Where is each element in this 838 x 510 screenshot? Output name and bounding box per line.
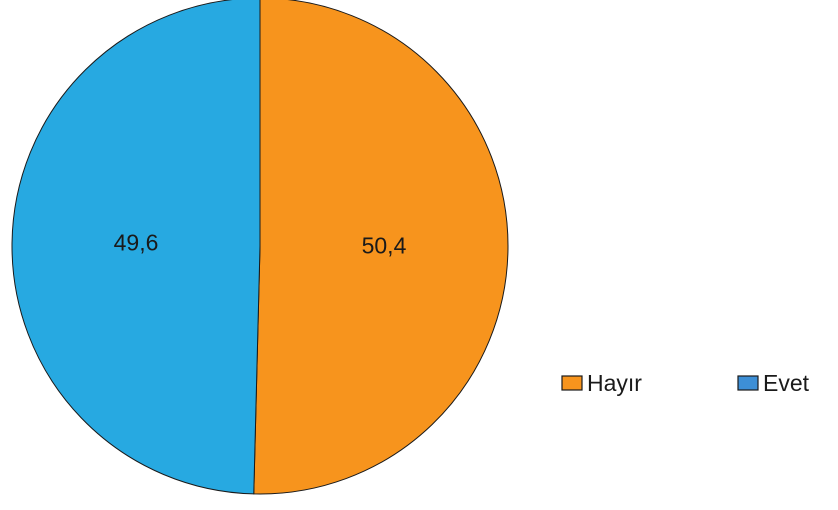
- pie-data-labels: 50,4 49,6: [114, 230, 407, 259]
- pie-slice-evet: [11, 0, 261, 495]
- data-label-evet: 49,6: [114, 230, 159, 256]
- legend-swatch-hayir: [561, 375, 583, 391]
- legend-item-hayir: Hayır: [561, 370, 642, 396]
- legend-item-evet: Evet: [737, 370, 810, 396]
- legend-label-hayir: Hayır: [587, 370, 642, 396]
- pie-slices: [11, 0, 509, 495]
- legend-label-evet: Evet: [763, 370, 810, 396]
- data-label-hayir: 50,4: [362, 233, 407, 259]
- legend-swatch-evet: [737, 375, 759, 391]
- legend: Hayır Evet: [561, 370, 810, 396]
- pie-slice-hayir: [253, 0, 509, 495]
